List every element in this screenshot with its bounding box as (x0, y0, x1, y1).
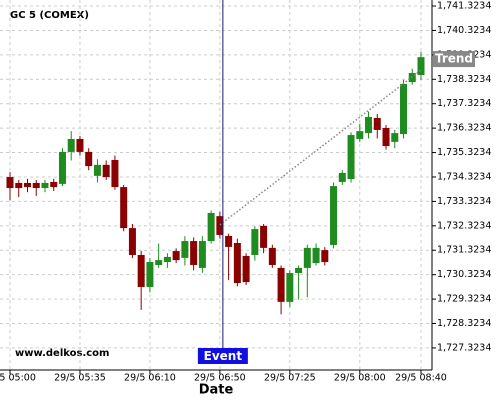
trend-label-box (433, 51, 475, 68)
candle-body (417, 57, 425, 75)
candle-body (137, 254, 145, 287)
candle-body (163, 256, 171, 263)
candle-body (15, 182, 23, 189)
candle-body (198, 241, 206, 268)
candle-body (32, 182, 40, 189)
watermark: www.delkos.com (15, 348, 109, 359)
candle-body (67, 138, 75, 152)
y-tick-label: 1,732.3234 (437, 220, 491, 231)
candle-body (85, 151, 93, 167)
y-tick-label: 1,740.3234 (437, 25, 491, 36)
candle-body (277, 267, 285, 302)
y-tick-label: 1,731.3234 (437, 245, 491, 256)
candle-body (6, 177, 14, 189)
candle-body (400, 84, 408, 135)
candle-body (190, 241, 198, 265)
x-axis-title: Date (199, 383, 234, 398)
trend-line (219, 69, 422, 226)
candle-body (111, 159, 119, 188)
candle-body (76, 138, 84, 152)
candle-body (347, 135, 355, 180)
candle-body (233, 243, 241, 284)
candle-body (207, 212, 215, 242)
candle-body (286, 273, 294, 302)
candle-body (120, 187, 128, 229)
y-tick-label: 1,735.3234 (437, 147, 491, 158)
x-tick-label: 29/5 05:35 (54, 373, 106, 384)
event-label: Event (204, 349, 243, 363)
x-tick-label: 29/5 06:10 (124, 373, 176, 384)
y-tick-label: 1,736.3234 (437, 123, 491, 134)
candle-body (216, 216, 224, 235)
candle-body (373, 117, 381, 130)
candle-body (330, 186, 338, 245)
candle-body (268, 247, 276, 265)
candle-body (172, 251, 180, 261)
y-tick-label: 1,729.3234 (437, 294, 491, 305)
candle-body (23, 182, 31, 188)
candle-body (312, 247, 320, 264)
candle-body (391, 133, 399, 142)
candle-body (181, 241, 189, 258)
y-tick-label: 1,733.3234 (437, 196, 491, 207)
x-tick-label: 29/5 05:00 (0, 373, 36, 384)
y-tick-label: 1,727.3234 (437, 342, 491, 353)
candle-body (155, 260, 163, 265)
x-tick-label: 29/5 07:25 (264, 373, 316, 384)
y-tick-label: 1,730.3234 (437, 269, 491, 280)
candle-body (365, 116, 373, 134)
candle-body (382, 127, 390, 147)
candle-body (338, 172, 346, 182)
y-tick-label: 1,741.3234 (437, 1, 491, 12)
chart-title: GC 5 (COMEX) (10, 10, 89, 21)
y-tick-label: 1,728.3234 (437, 318, 491, 329)
candle-body (50, 181, 58, 188)
candle-body (321, 250, 329, 263)
candle-body (58, 151, 66, 184)
candle-body (303, 247, 311, 268)
candle-body (242, 255, 250, 283)
y-tick-label: 1,737.3234 (437, 98, 491, 109)
y-tick-label: 1,738.3234 (437, 74, 491, 85)
y-tick-label: 1,734.3234 (437, 171, 491, 182)
candle-body (102, 164, 110, 178)
candle-body (225, 235, 233, 247)
candle-body (41, 182, 49, 189)
candle-body (128, 228, 136, 255)
candle-body (251, 229, 259, 255)
candle-body (356, 131, 364, 139)
x-tick-label: 29/5 08:00 (334, 373, 386, 384)
trend-label: Trend (435, 52, 473, 66)
candle-body (260, 225, 268, 248)
candle-body (295, 267, 303, 274)
event-label-box (197, 348, 248, 364)
x-tick-label: 29/5 08:40 (395, 373, 447, 384)
candle-body (93, 164, 101, 176)
candle-body (146, 262, 154, 287)
x-tick-label: 29/5 06:50 (194, 373, 246, 384)
